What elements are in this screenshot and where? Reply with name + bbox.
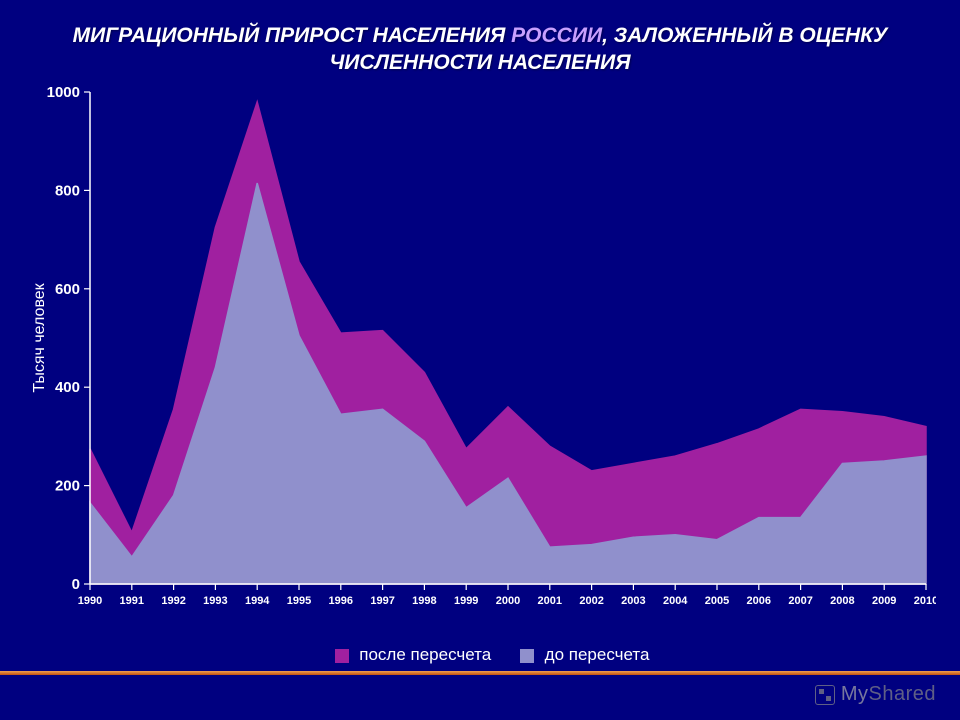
svg-text:1996: 1996 [329, 595, 353, 607]
svg-text:800: 800 [55, 182, 80, 199]
slide: МИГРАЦИОННЫЙ ПРИРОСТ НАСЕЛЕНИЯ РОССИИ, З… [0, 0, 960, 720]
svg-text:1990: 1990 [78, 595, 102, 607]
svg-text:1999: 1999 [454, 595, 478, 607]
title-prefix: МИГРАЦИОННЫЙ ПРИРОСТ НАСЕЛЕНИЯ [73, 24, 512, 47]
legend-swatch-before [520, 649, 534, 663]
svg-text:1993: 1993 [203, 595, 227, 607]
svg-text:2007: 2007 [788, 595, 812, 607]
svg-text:1995: 1995 [287, 595, 311, 607]
svg-text:2003: 2003 [621, 595, 645, 607]
svg-text:2009: 2009 [872, 595, 896, 607]
svg-text:2008: 2008 [830, 595, 854, 607]
svg-text:2004: 2004 [663, 595, 688, 607]
svg-text:2000: 2000 [496, 595, 520, 607]
slide-title: МИГРАЦИОННЫЙ ПРИРОСТ НАСЕЛЕНИЯ РОССИИ, З… [60, 22, 900, 77]
bottom-divider [0, 671, 960, 675]
title-accent: РОССИИ [511, 24, 602, 47]
legend-label-after: после пересчета [359, 645, 491, 664]
svg-text:1997: 1997 [370, 595, 394, 607]
svg-text:2005: 2005 [705, 595, 729, 607]
svg-text:0: 0 [72, 576, 80, 593]
legend-label-before: до пересчета [545, 645, 650, 664]
svg-text:1000: 1000 [47, 86, 80, 101]
svg-text:200: 200 [55, 478, 80, 495]
chart: 0 200 400 600 800 1000 1990 1991 1992 1993 1994 199… [26, 86, 936, 626]
branding-dim: Shared [869, 683, 937, 705]
branding-icon [815, 685, 835, 705]
svg-text:1994: 1994 [245, 595, 270, 607]
branding-bright: My [841, 683, 869, 705]
svg-text:1992: 1992 [161, 595, 185, 607]
svg-text:1991: 1991 [120, 595, 144, 607]
svg-text:600: 600 [55, 281, 80, 298]
legend: после пересчета до пересчета [0, 645, 960, 665]
svg-text:2010: 2010 [914, 595, 936, 607]
svg-text:400: 400 [55, 379, 80, 396]
svg-text:2001: 2001 [538, 595, 562, 607]
svg-text:2006: 2006 [747, 595, 771, 607]
svg-text:1998: 1998 [412, 595, 436, 607]
svg-text:2002: 2002 [579, 595, 603, 607]
chart-svg: 0 200 400 600 800 1000 1990 1991 1992 1993 1994 199… [26, 86, 936, 626]
svg-text:Тысяч человек: Тысяч человек [31, 282, 48, 392]
legend-swatch-after [335, 649, 349, 663]
branding: MyShared [815, 683, 936, 706]
